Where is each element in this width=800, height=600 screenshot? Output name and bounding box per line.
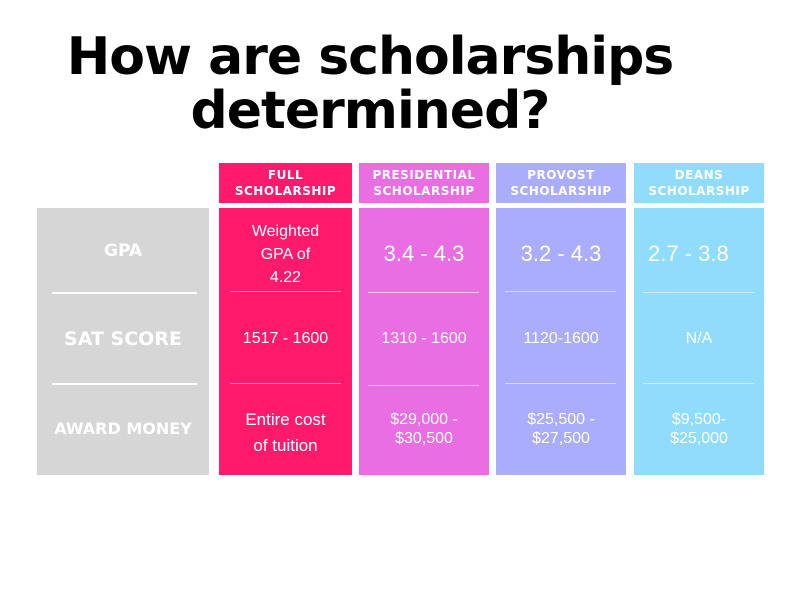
presidential-award-line-2: $30,500	[395, 430, 453, 447]
row-divider	[52, 292, 197, 294]
header-presidential-line-1: PRESIDENTIAL	[372, 168, 476, 182]
cell-divider	[505, 291, 616, 292]
deans-award-line-1: $9,500-	[671, 411, 727, 428]
column-full-scholarship: Weighted GPA of 4.22 1517 - 1600 Entire …	[219, 208, 352, 475]
column-deans-scholarship: 2.7 - 3.8 N/A $9,500- $25,000	[634, 208, 764, 475]
row-divider	[52, 383, 197, 385]
row-label-sat-score: SAT SCORE	[64, 328, 182, 350]
provost-award-line-1: $25,500 -	[527, 411, 595, 428]
provost-sat: 1120-1600	[523, 330, 599, 347]
full-gpa-line-1: Weighted	[251, 223, 320, 240]
page-title: How are scholarships determined?	[0, 30, 740, 138]
page-title-line-2: determined?	[190, 81, 551, 141]
row-labels-column: GPA SAT SCORE AWARD MONEY	[37, 208, 209, 475]
header-deans-scholarship: DEANS SCHOLARSHIP	[634, 163, 764, 203]
cell-divider	[368, 385, 479, 386]
deans-award: $9,500- $25,000	[634, 410, 764, 448]
header-provost-line-2: SCHOLARSHIP	[510, 184, 612, 198]
deans-gpa: 2.7 - 3.8	[648, 241, 729, 266]
cell-divider	[643, 383, 754, 384]
presidential-award: $29,000 - $30,500	[359, 410, 489, 448]
presidential-sat: 1310 - 1600	[381, 330, 467, 347]
full-gpa-line-2: GPA of	[260, 246, 311, 263]
full-gpa-line-3: 4.22	[269, 269, 302, 286]
header-full-line-2: SCHOLARSHIP	[234, 184, 337, 198]
header-provost-scholarship: PROVOST SCHOLARSHIP	[496, 163, 626, 203]
header-deans-line-1: DEANS	[674, 168, 724, 182]
header-full-line-1: FULL	[267, 168, 304, 182]
full-award-line-1: Entire cost	[245, 410, 326, 429]
full-award-line-2: of tuition	[253, 436, 318, 455]
presidential-award-line-1: $29,000 -	[390, 411, 458, 428]
provost-award-line-2: $27,500	[532, 430, 590, 447]
cell-divider	[368, 292, 479, 293]
cell-divider	[230, 291, 341, 292]
deans-award-line-2: $25,000	[670, 430, 728, 447]
full-sat: 1517 - 1600	[242, 330, 329, 347]
header-presidential-scholarship: PRESIDENTIAL SCHOLARSHIP	[359, 163, 489, 203]
row-label-gpa: GPA	[103, 241, 142, 261]
full-gpa: Weighted GPA of 4.22	[219, 220, 352, 289]
header-full-scholarship: FULL SCHOLARSHIP	[219, 163, 352, 203]
header-deans-line-2: SCHOLARSHIP	[648, 184, 750, 198]
column-presidential-scholarship: 3.4 - 4.3 1310 - 1600 $29,000 - $30,500	[359, 208, 489, 475]
provost-award: $25,500 - $27,500	[496, 410, 626, 448]
provost-gpa: 3.2 - 4.3	[520, 241, 602, 266]
full-award: Entire cost of tuition	[219, 407, 352, 459]
column-provost-scholarship: 3.2 - 4.3 1120-1600 $25,500 - $27,500	[496, 208, 626, 475]
deans-sat: N/A	[685, 330, 713, 347]
page-title-line-1: How are scholarships	[66, 27, 675, 87]
row-label-award-money: AWARD MONEY	[54, 419, 192, 438]
header-presidential-line-2: SCHOLARSHIP	[373, 184, 475, 198]
presidential-gpa: 3.4 - 4.3	[383, 241, 465, 266]
cell-divider	[643, 292, 754, 293]
cell-divider	[230, 383, 341, 384]
cell-divider	[505, 383, 616, 384]
header-provost-line-1: PROVOST	[527, 168, 595, 182]
